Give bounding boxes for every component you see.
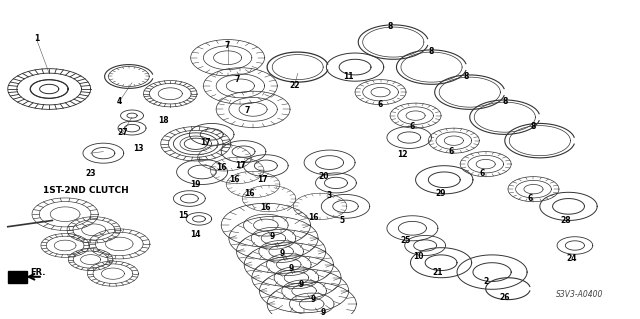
Text: 16: 16 (260, 204, 271, 212)
Text: 1: 1 (34, 34, 39, 43)
Text: 2: 2 (483, 277, 488, 286)
Text: 10: 10 (413, 252, 424, 261)
Text: 21: 21 (433, 268, 443, 277)
Text: 9: 9 (269, 232, 275, 241)
Text: 24: 24 (566, 254, 577, 263)
Text: 7: 7 (244, 107, 250, 115)
Text: 1ST-2ND CLUTCH: 1ST-2ND CLUTCH (43, 186, 129, 195)
Text: 11: 11 (344, 72, 354, 81)
Text: 16: 16 (228, 175, 239, 184)
Text: 15: 15 (178, 211, 188, 220)
Text: 26: 26 (500, 293, 510, 302)
Text: 14: 14 (191, 230, 201, 239)
Text: 20: 20 (318, 172, 328, 181)
Text: 6: 6 (527, 194, 533, 203)
Text: 29: 29 (436, 189, 446, 198)
Text: 19: 19 (191, 180, 201, 189)
Text: 6: 6 (410, 122, 415, 131)
Text: 3: 3 (327, 191, 332, 200)
Text: 9: 9 (289, 264, 294, 273)
Text: 8: 8 (429, 47, 434, 56)
Text: 9: 9 (311, 295, 316, 304)
Text: 13: 13 (133, 144, 143, 153)
Polygon shape (8, 271, 27, 283)
Text: 5: 5 (340, 216, 345, 225)
Text: 25: 25 (401, 236, 412, 245)
Text: 8: 8 (464, 72, 469, 81)
Text: 8: 8 (387, 22, 393, 31)
Text: 16: 16 (216, 163, 227, 172)
Text: 28: 28 (560, 216, 571, 225)
Text: 7: 7 (234, 75, 240, 84)
Text: 6: 6 (480, 169, 485, 178)
Text: 17: 17 (200, 138, 211, 147)
Text: 6: 6 (448, 147, 453, 156)
Text: FR.: FR. (31, 268, 46, 277)
Text: 16: 16 (244, 189, 255, 198)
Text: 23: 23 (85, 169, 96, 178)
Text: 8: 8 (502, 97, 508, 106)
Text: 18: 18 (159, 116, 169, 125)
Text: 7: 7 (225, 41, 230, 50)
Text: 9: 9 (321, 308, 326, 317)
Text: 8: 8 (531, 122, 536, 131)
Text: 6: 6 (378, 100, 383, 109)
Text: 9: 9 (298, 280, 303, 289)
Text: 27: 27 (117, 128, 128, 137)
Text: 4: 4 (116, 97, 122, 106)
Text: 22: 22 (289, 81, 300, 90)
Text: 12: 12 (397, 150, 408, 159)
Text: S3V3-A0400: S3V3-A0400 (556, 290, 603, 299)
Text: 9: 9 (279, 249, 284, 258)
Text: 17: 17 (235, 161, 246, 170)
Text: 17: 17 (257, 175, 268, 184)
Text: 16: 16 (308, 213, 319, 222)
